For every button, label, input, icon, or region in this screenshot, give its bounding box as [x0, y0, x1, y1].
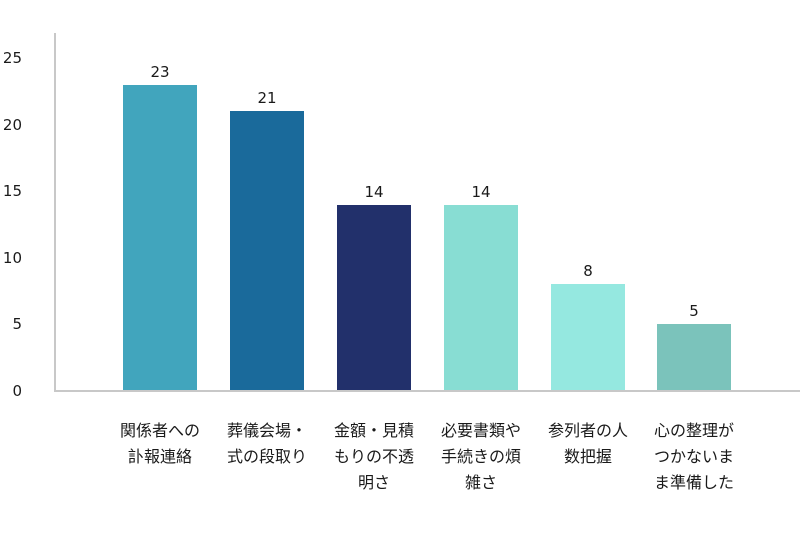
x-tick-label: 関係者への 訃報連絡 [106, 418, 214, 470]
bar [551, 284, 625, 390]
x-tick-label-line: 心の整理が [653, 421, 734, 440]
x-tick-label-line: 訃報連絡 [127, 447, 192, 466]
bar [337, 204, 411, 390]
data-label: 21 [257, 89, 277, 108]
x-tick-label-line: 金額・見積 [333, 421, 414, 440]
x-tick-label-line: 参列者の人 [547, 421, 628, 440]
data-label: 23 [150, 62, 170, 81]
bar [230, 111, 304, 390]
y-axis-line [54, 33, 56, 392]
x-tick-label-line: もりの不透 [333, 447, 414, 466]
x-tick-label-line: 関係者への [119, 421, 200, 440]
data-label: 5 [689, 302, 699, 321]
x-tick-label-line: ま準備した [653, 473, 734, 492]
data-label: 14 [471, 182, 491, 201]
x-tick-label-line: 手続きの煩 [440, 447, 521, 466]
x-tick-label: 必要書類や手続きの煩雑さ [427, 418, 535, 496]
x-tick-label-line: 数把握 [563, 447, 612, 466]
bar [444, 204, 518, 390]
x-axis-line [54, 390, 800, 392]
y-tick-label: 0 [12, 382, 22, 400]
bar [657, 324, 731, 390]
x-tick-label-line: 式の段取り [226, 447, 307, 466]
data-label: 14 [364, 182, 384, 201]
y-tick-label: 10 [2, 248, 22, 267]
data-label: 8 [583, 262, 593, 281]
y-tick-label: 5 [12, 315, 22, 334]
y-tick-label: 20 [2, 115, 22, 134]
x-tick-label-line: 必要書類や [440, 421, 521, 440]
x-tick-label: 金額・見積もりの不透明さ [320, 418, 428, 496]
x-tick-label-line: 葬儀会場・ [226, 421, 307, 440]
x-tick-label-line: 明さ [357, 473, 390, 492]
x-tick-label-line: つかないま [653, 447, 734, 466]
x-tick-label: 葬儀会場・式の段取り [213, 418, 321, 470]
y-tick-label: 25 [2, 49, 22, 67]
y-tick-label: 15 [2, 182, 22, 201]
x-tick-label: 心の整理がつかないまま準備した [640, 418, 748, 496]
x-tick-label-line: 雑さ [464, 473, 497, 492]
bar [123, 84, 197, 390]
x-tick-label: 参列者の人 数把握 [534, 418, 642, 470]
